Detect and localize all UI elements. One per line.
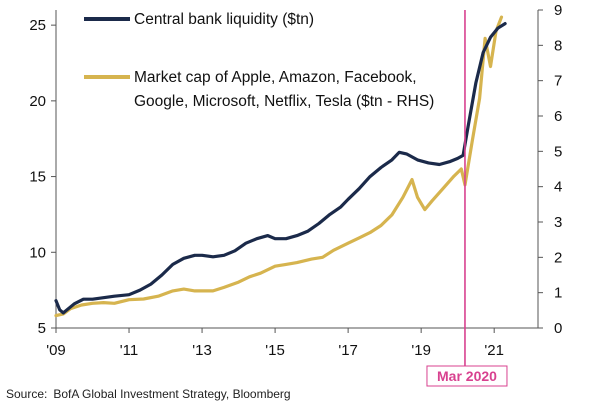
- x-tick-label: '21: [484, 342, 504, 359]
- left-tick-label: 15: [29, 169, 46, 186]
- right-tick-label: 0: [554, 320, 562, 337]
- x-tick-label: '09: [46, 342, 66, 359]
- x-axis: '09 '11 '13 '15 '17 '19 '21: [46, 328, 504, 359]
- source-prefix: Source:: [6, 387, 48, 401]
- x-tick-label: '17: [338, 342, 358, 359]
- x-tick-label: '13: [192, 342, 212, 359]
- right-axis: 0 1 2 3 4 5 6 7 8 9: [538, 2, 562, 337]
- source-note: Source: BofA Global Investment Strategy, …: [6, 387, 297, 401]
- annotation-label: Mar 2020: [437, 368, 497, 384]
- x-tick-label: '11: [120, 342, 138, 359]
- right-tick-label: 7: [554, 73, 562, 90]
- right-tick-label: 3: [554, 214, 562, 231]
- left-tick-label: 25: [29, 17, 46, 34]
- legend-label-market-cap-line-2: Google, Microsoft, Netflix, Tesla ($tn -…: [134, 93, 434, 110]
- x-tick-label: '19: [411, 342, 431, 359]
- left-tick-label: 20: [29, 93, 46, 110]
- legend: Central bank liquidity ($tn) Market cap o…: [84, 11, 434, 110]
- annotation-box: [426, 365, 508, 387]
- series-layer: [54, 15, 507, 318]
- series-line-market-cap: [54, 15, 504, 318]
- right-tick-label: 9: [554, 2, 562, 19]
- right-tick-label: 6: [554, 108, 562, 125]
- annotation-layer: Mar 2020: [426, 10, 508, 387]
- right-tick-label: 4: [554, 179, 562, 196]
- right-tick-label: 1: [554, 285, 562, 302]
- series-line-central-bank-liquidity: [54, 22, 507, 315]
- left-axis: 5 10 15 20 25: [29, 17, 56, 337]
- right-tick-label: 2: [554, 249, 562, 266]
- x-tick-label: '15: [265, 342, 285, 359]
- right-tick-label: 8: [554, 37, 562, 54]
- left-tick-label: 10: [29, 244, 46, 261]
- source-text: BofA Global Investment Strategy, Bloombe…: [53, 387, 291, 401]
- legend-label-central-bank-liquidity: Central bank liquidity ($tn): [134, 11, 314, 28]
- left-tick-label: 5: [38, 320, 46, 337]
- legend-label-market-cap-line-1: Market cap of Apple, Amazon, Facebook,: [134, 69, 417, 86]
- right-tick-label: 5: [554, 143, 562, 160]
- plot-frame: [55, 10, 539, 329]
